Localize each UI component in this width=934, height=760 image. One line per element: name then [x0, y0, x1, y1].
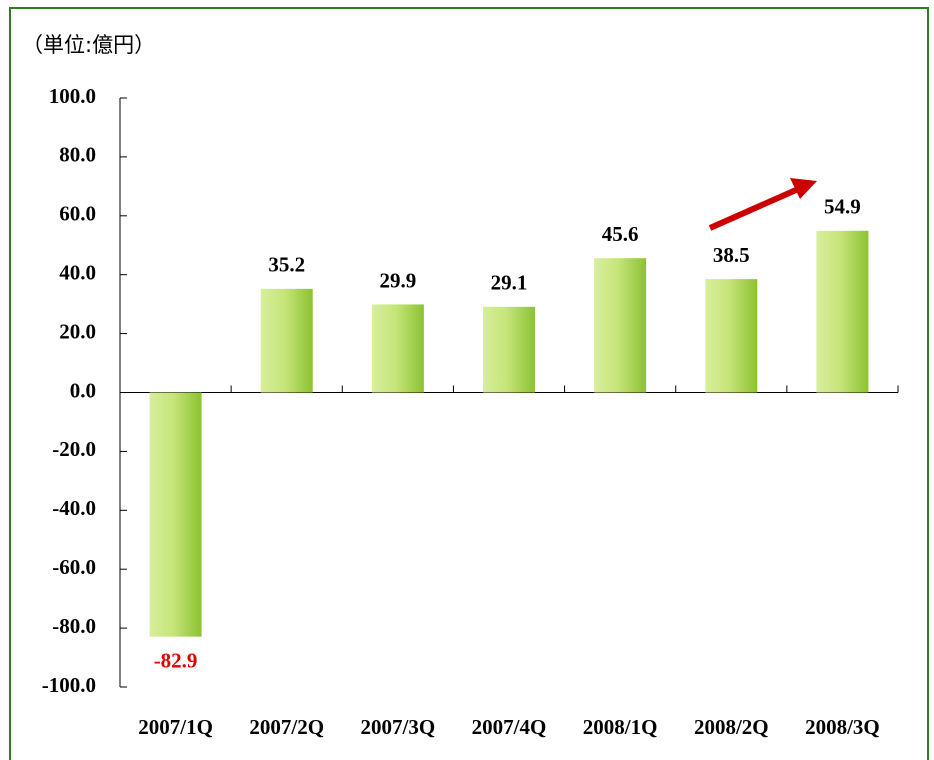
y-tick-label: 100.0: [49, 84, 96, 108]
y-tick-label: 20.0: [59, 319, 96, 343]
x-tick-label: 2008/3Q: [805, 715, 880, 739]
value-label: 29.9: [379, 268, 416, 292]
x-tick-label: 2007/2Q: [249, 715, 324, 739]
value-label: -82.9: [154, 648, 198, 672]
y-tick-label: 40.0: [59, 261, 96, 285]
value-label: 38.5: [713, 243, 750, 267]
value-label: 29.1: [491, 271, 528, 295]
x-tick-label: 2008/1Q: [583, 715, 658, 739]
bar: [594, 258, 647, 393]
trend-arrow: [708, 178, 817, 231]
bar: [371, 304, 424, 393]
y-tick-label: -80.0: [52, 614, 96, 638]
bar: [705, 279, 758, 393]
value-label: 45.6: [602, 222, 639, 246]
y-tick-label: -100.0: [42, 673, 96, 697]
x-tick-label: 2007/3Q: [361, 715, 436, 739]
value-label: 54.9: [824, 195, 861, 219]
y-tick-label: 80.0: [59, 143, 96, 167]
bar: [260, 288, 313, 393]
y-tick-label: 60.0: [59, 202, 96, 226]
frame: [9, 7, 929, 760]
x-tick-label: 2007/4Q: [472, 715, 547, 739]
y-tick-label: -20.0: [52, 437, 96, 461]
bar: [816, 230, 869, 393]
x-tick-label: 2007/1Q: [138, 715, 213, 739]
y-tick-label: -60.0: [52, 555, 96, 579]
unit-label: （単位:億円）: [22, 33, 155, 57]
bar: [483, 306, 535, 393]
y-tick-label: 0.0: [70, 378, 96, 402]
x-tick-label: 2008/2Q: [694, 715, 769, 739]
bar: [149, 392, 202, 637]
value-label: 35.2: [268, 253, 305, 277]
y-tick-label: -40.0: [52, 496, 96, 520]
